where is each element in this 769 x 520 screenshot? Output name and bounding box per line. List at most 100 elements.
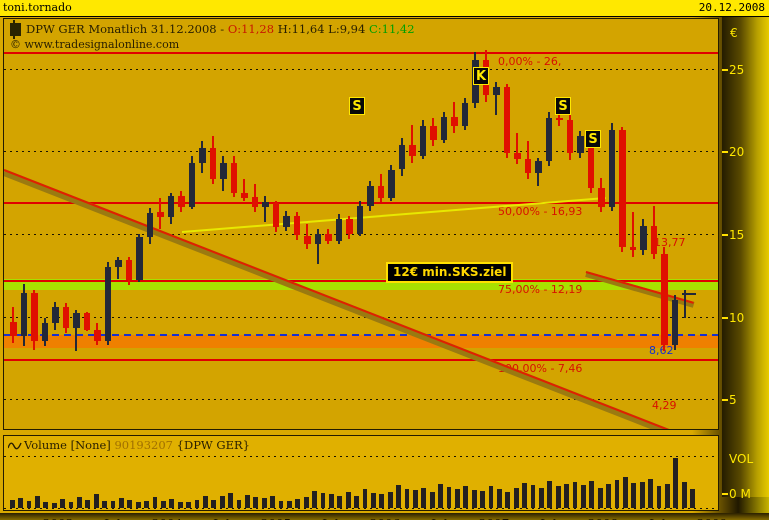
candlestick[interactable] (503, 83, 510, 158)
candlestick[interactable] (598, 177, 605, 213)
candlestick[interactable] (41, 318, 48, 347)
candlestick[interactable] (430, 118, 437, 147)
candlestick[interactable] (167, 192, 174, 224)
candlestick[interactable] (409, 124, 416, 163)
volume-bar (35, 495, 40, 508)
candle-wick (684, 289, 687, 318)
candlestick[interactable] (199, 141, 206, 173)
candle-body (83, 313, 90, 330)
candlestick[interactable] (188, 156, 195, 210)
candlestick[interactable] (52, 301, 59, 330)
candlestick[interactable] (157, 197, 164, 229)
volume-bar (186, 501, 192, 508)
candlestick[interactable] (524, 141, 531, 180)
volume-chart-pane[interactable]: Volume [None] 90193207 {DPW GER} (3, 435, 719, 511)
candlestick[interactable] (283, 210, 290, 231)
candlestick[interactable] (398, 138, 405, 176)
candlestick[interactable] (31, 290, 38, 350)
candlestick[interactable] (304, 224, 311, 249)
candlestick[interactable] (493, 81, 500, 115)
candlestick[interactable] (640, 219, 647, 256)
candlestick[interactable] (346, 215, 353, 239)
volume-zero-tick (722, 493, 728, 495)
candlestick[interactable] (451, 101, 458, 134)
candle-body (157, 212, 164, 218)
fib-line[interactable] (4, 52, 718, 55)
candlestick[interactable] (146, 207, 153, 244)
candlestick[interactable] (262, 195, 269, 223)
candlestick[interactable] (388, 164, 395, 201)
candlestick[interactable] (682, 289, 689, 318)
candle-body (73, 313, 80, 329)
candlestick[interactable] (650, 205, 657, 259)
candle-body (314, 234, 321, 244)
candlestick[interactable] (661, 247, 668, 352)
fib-line[interactable] (4, 202, 718, 204)
candlestick[interactable] (230, 156, 237, 198)
candlestick[interactable] (367, 181, 374, 211)
candlestick[interactable] (461, 98, 468, 130)
candlestick[interactable] (514, 133, 521, 165)
volume-bar (648, 478, 654, 508)
candle-body (398, 144, 405, 170)
candlestick[interactable] (293, 212, 300, 241)
volume-bar (110, 501, 116, 508)
candlestick[interactable] (20, 283, 27, 347)
gridline (4, 233, 718, 235)
candlestick[interactable] (629, 212, 636, 257)
candlestick[interactable] (209, 136, 216, 185)
candlestick[interactable] (335, 214, 342, 244)
candlestick[interactable] (94, 323, 101, 345)
gridline (4, 399, 718, 401)
candlestick[interactable] (608, 123, 615, 211)
candlestick[interactable] (115, 257, 122, 279)
sks-marker-s[interactable]: S (585, 130, 601, 148)
candle-body (514, 152, 521, 160)
sks-marker-k[interactable]: K (473, 67, 489, 85)
target-callout-box[interactable]: 12€ min.SKS.ziel (386, 262, 514, 284)
candlestick[interactable] (535, 157, 542, 186)
candlestick[interactable] (577, 131, 584, 158)
candlestick[interactable] (178, 190, 185, 213)
candlestick[interactable] (220, 156, 227, 191)
candlestick[interactable] (419, 119, 426, 160)
volume-axis-title: VOL (729, 452, 754, 466)
candlestick[interactable] (356, 200, 363, 236)
candlestick[interactable] (325, 229, 332, 244)
candle-wick (75, 310, 78, 352)
candlestick[interactable] (73, 310, 80, 352)
candlestick[interactable] (377, 174, 384, 203)
candlestick[interactable] (619, 126, 626, 253)
price-label-862: 8,62 (649, 343, 674, 357)
candlestick[interactable] (10, 306, 17, 344)
volume-bar (404, 488, 410, 508)
candlestick[interactable] (545, 111, 552, 167)
sks-marker-s[interactable]: S (555, 97, 571, 115)
volume-bar (245, 494, 250, 508)
candlestick[interactable] (125, 257, 132, 286)
candlestick[interactable] (136, 233, 143, 282)
candlestick[interactable] (272, 200, 279, 233)
candlestick[interactable] (251, 184, 258, 213)
candlestick[interactable] (62, 303, 69, 334)
price-tick-label: 10 (729, 310, 745, 325)
candlestick[interactable] (671, 295, 678, 350)
candlestick[interactable] (83, 311, 90, 332)
volume-bar (135, 501, 141, 508)
candlestick[interactable] (440, 111, 447, 143)
candlestick[interactable] (566, 100, 573, 160)
volume-bar (480, 491, 486, 508)
date-axis[interactable]: 2003 Jul 2004 Jul 2005 Jul 2006 Jul 2007 Jul 2008 J… (0, 513, 769, 520)
fib-line[interactable] (4, 358, 718, 361)
candlestick[interactable] (587, 133, 594, 193)
candlestick[interactable] (241, 179, 248, 201)
sks-marker-s[interactable]: S (349, 97, 365, 115)
price-axis[interactable]: € 25 20 15 10 5 VOL 0 M (722, 17, 769, 501)
candlestick[interactable] (104, 262, 111, 345)
date-tick-label: 2003 (43, 517, 74, 520)
candlestick[interactable] (314, 229, 321, 264)
volume-bar (530, 484, 536, 508)
price-chart-pane[interactable]: 0,00% - 26, 50,00% - 16,93 75,00% - 12,19 1… (3, 18, 719, 430)
fib-line[interactable] (4, 280, 718, 283)
candle-body (209, 147, 216, 180)
